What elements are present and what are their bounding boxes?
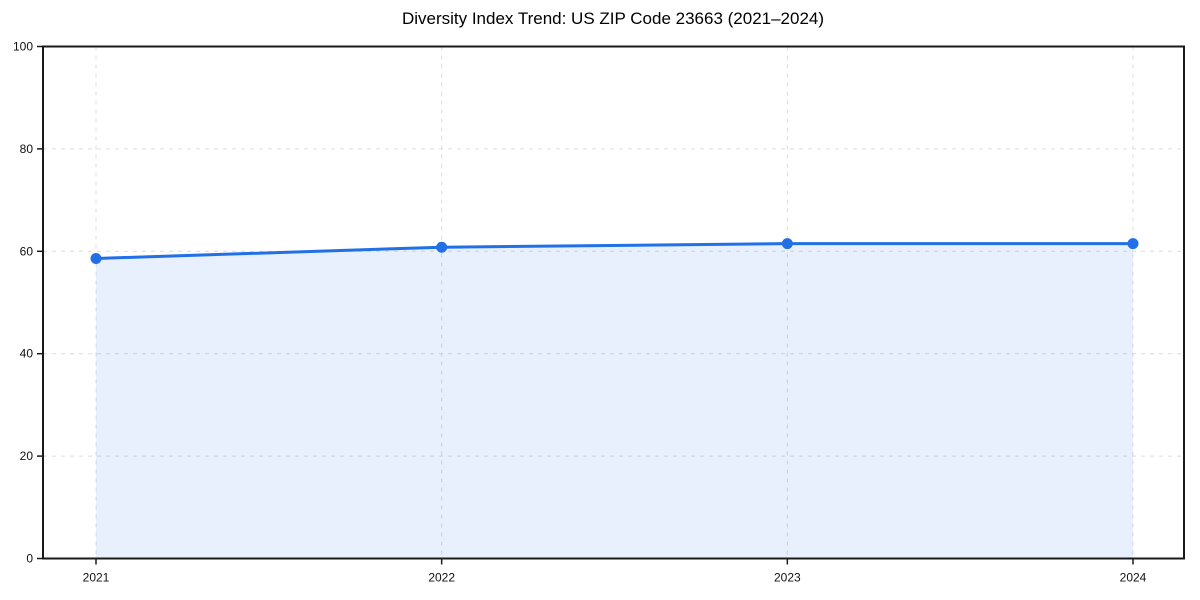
y-tick-label: 0: [26, 552, 33, 566]
trend-line: [94, 242, 1135, 260]
data-point-marker: [781, 238, 793, 250]
data-point-marker: [436, 241, 448, 253]
y-tick-label: 100: [13, 40, 33, 54]
x-tick-label: 2023: [774, 571, 801, 585]
data-point-marker: [1127, 238, 1139, 250]
plot-frame: [42, 45, 1185, 560]
plot-area: 0 20 40 60 80 100 2021 2022 2023 2024: [13, 40, 1185, 585]
x-tick-label: 2024: [1120, 571, 1147, 585]
y-tick-label: 60: [20, 244, 34, 258]
chart-title: Diversity Index Trend: US ZIP Code 23663…: [402, 9, 824, 28]
y-tick-label: 80: [20, 142, 34, 156]
data-point-marker: [90, 252, 102, 264]
x-tick-label: 2021: [83, 571, 110, 585]
x-tick-label: 2022: [428, 571, 455, 585]
area-fill: [96, 243, 1133, 559]
y-tick-label: 40: [20, 347, 34, 361]
y-tick-label: 20: [20, 449, 34, 463]
